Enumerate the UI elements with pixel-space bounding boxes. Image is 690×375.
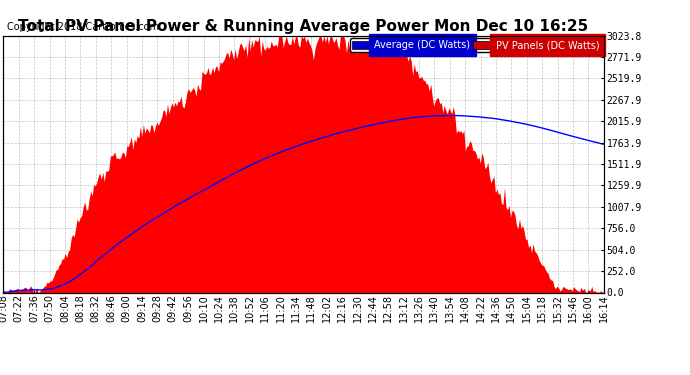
Legend: Average (DC Watts), PV Panels (DC Watts): Average (DC Watts), PV Panels (DC Watts) [350, 38, 602, 52]
Title: Total PV Panel Power & Running Average Power Mon Dec 10 16:25: Total PV Panel Power & Running Average P… [19, 20, 589, 34]
Text: Copyright 2018 Cartronics.com: Copyright 2018 Cartronics.com [7, 22, 159, 32]
